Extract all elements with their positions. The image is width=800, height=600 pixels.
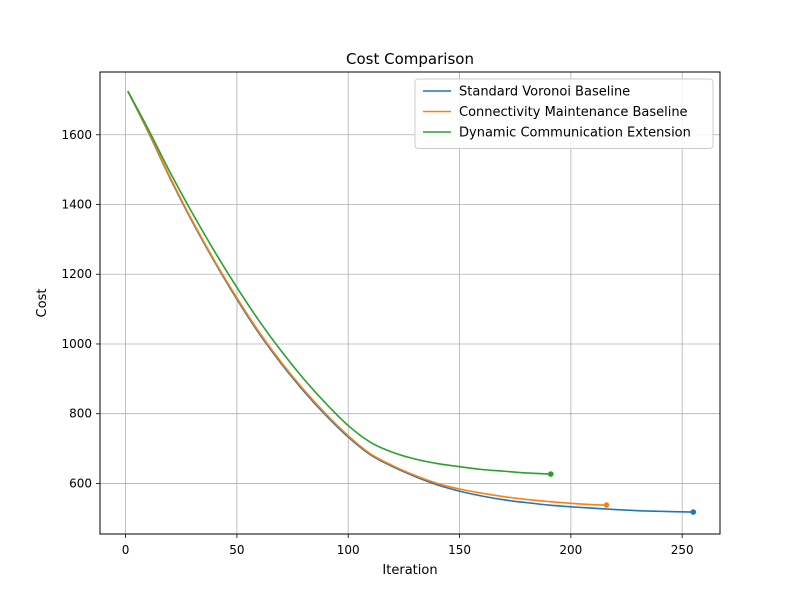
legend: Standard Voronoi Baseline Connectivity Ma… — [414, 78, 714, 149]
x-tick-label: 200 — [559, 543, 582, 557]
x-tick-label: 150 — [448, 543, 471, 557]
y-tick-label: 1400 — [61, 197, 92, 211]
series-line-0 — [127, 90, 694, 513]
series-endpoint-2 — [548, 471, 554, 477]
series-line-2 — [127, 90, 551, 475]
legend-entry: Dynamic Communication Extension — [459, 126, 691, 141]
y-tick-label: 1000 — [61, 337, 92, 351]
plot-series — [127, 90, 697, 515]
series-line-1 — [127, 90, 607, 506]
series-endpoint-0 — [690, 509, 697, 515]
y-axis-label: Cost — [35, 289, 50, 318]
legend-box — [414, 78, 714, 149]
x-tick-label: 250 — [671, 543, 694, 557]
x-tick-label: 0 — [122, 543, 130, 557]
x-axis-label: Iteration — [382, 563, 437, 578]
y-axis: 600 800 1000 1200 1400 1600 — [61, 128, 100, 490]
x-tick-label: 50 — [229, 543, 244, 557]
chart-title: Cost Comparison — [346, 50, 474, 68]
legend-entry: Connectivity Maintenance Baseline — [459, 105, 688, 120]
legend-entry: Standard Voronoi Baseline — [459, 85, 630, 100]
plot-frame — [99, 71, 721, 535]
x-tick-label: 100 — [337, 543, 360, 557]
x-axis: 0 50 100 150 200 250 — [122, 534, 694, 557]
y-tick-label: 600 — [69, 476, 92, 490]
series-endpoint-1 — [603, 502, 610, 508]
y-tick-label: 1600 — [61, 128, 92, 142]
y-tick-label: 1200 — [61, 267, 92, 281]
y-tick-label: 800 — [69, 407, 92, 421]
